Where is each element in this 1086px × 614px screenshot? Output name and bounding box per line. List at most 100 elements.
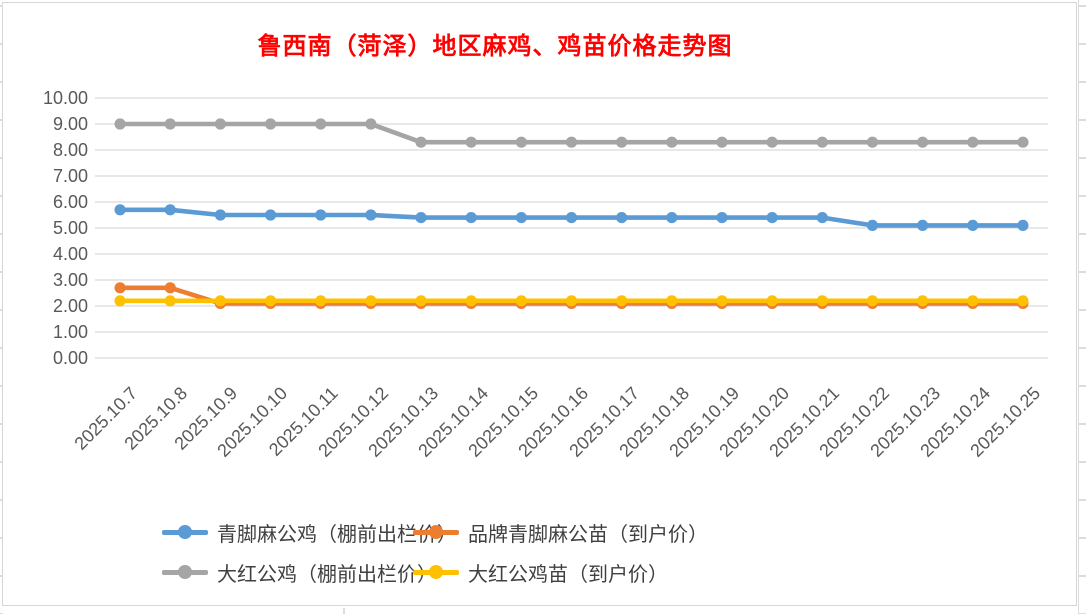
sheet-gridline bbox=[1079, 423, 1086, 425]
sheet-gridline bbox=[1079, 575, 1086, 577]
data-point-marker bbox=[866, 136, 879, 148]
legend-marker-icon bbox=[413, 525, 459, 540]
data-point-marker bbox=[967, 136, 979, 148]
data-point-marker bbox=[164, 118, 176, 130]
sheet-gridline bbox=[0, 81, 3, 83]
data-point-marker bbox=[565, 136, 578, 148]
data-point-marker bbox=[114, 295, 126, 307]
data-point-marker bbox=[465, 212, 477, 224]
data-point-marker bbox=[666, 295, 678, 307]
data-point-marker bbox=[816, 295, 828, 307]
sheet-gridline bbox=[0, 385, 3, 387]
sheet-gridline bbox=[0, 157, 3, 159]
data-point-marker bbox=[616, 136, 628, 148]
y-axis-tick-label: 5.00 bbox=[52, 218, 88, 238]
data-point-marker bbox=[565, 295, 578, 307]
data-point-marker bbox=[365, 118, 377, 130]
data-point-marker bbox=[866, 295, 879, 307]
data-point-marker bbox=[716, 136, 728, 148]
sheet-gridline bbox=[1079, 537, 1086, 539]
data-point-marker bbox=[565, 212, 578, 224]
legend-item-0: 青脚麻公鸡（棚前出栏价） bbox=[162, 519, 457, 546]
y-axis-tick-label: 2.00 bbox=[52, 296, 88, 316]
sheet-gridline bbox=[1079, 81, 1086, 83]
chart-title: 鲁西南（菏泽）地区麻鸡、鸡苗价格走势图 bbox=[257, 34, 733, 60]
data-point-marker bbox=[264, 209, 277, 221]
data-point-marker bbox=[766, 136, 778, 148]
legend-label: 大红公鸡苗（到户价） bbox=[468, 563, 668, 586]
data-point-marker bbox=[917, 219, 929, 231]
sheet-gridline bbox=[1079, 461, 1086, 463]
y-axis-tick-label: 6.00 bbox=[52, 192, 88, 212]
data-point-marker bbox=[967, 219, 979, 231]
sheet-gridline bbox=[1079, 271, 1086, 273]
data-point-marker bbox=[1017, 219, 1029, 231]
y-axis-tick-label: 3.00 bbox=[52, 270, 88, 290]
sheet-gridline bbox=[343, 608, 345, 614]
sheet-gridline bbox=[1079, 309, 1086, 311]
y-axis-tick-label: 4.00 bbox=[52, 244, 88, 264]
legend-label: 品牌青脚麻公苗（到户价） bbox=[468, 523, 708, 546]
data-point-marker bbox=[214, 118, 226, 130]
data-point-marker bbox=[515, 136, 527, 148]
y-axis-tick-label: 0.00 bbox=[52, 348, 88, 368]
data-point-marker bbox=[917, 295, 929, 307]
data-point-marker bbox=[365, 295, 377, 307]
sheet-gridline bbox=[1079, 385, 1086, 387]
legend-marker-icon bbox=[162, 565, 208, 580]
legend-label: 青脚麻公鸡（棚前出栏价） bbox=[217, 523, 457, 546]
data-point-marker bbox=[917, 136, 929, 148]
data-point-marker bbox=[666, 212, 678, 224]
data-point-marker bbox=[164, 282, 176, 294]
data-point-marker bbox=[616, 295, 628, 307]
data-point-marker bbox=[465, 136, 477, 148]
data-point-marker bbox=[866, 219, 879, 231]
sheet-gridline bbox=[0, 43, 3, 45]
data-point-marker bbox=[264, 295, 277, 307]
data-point-marker bbox=[766, 295, 778, 307]
sheet-gridline bbox=[0, 575, 3, 577]
y-axis-tick-label: 8.00 bbox=[52, 140, 88, 160]
data-point-marker bbox=[365, 209, 377, 221]
sheet-gridline bbox=[0, 233, 3, 235]
sheet-gridline bbox=[0, 423, 3, 425]
sheet-gridline bbox=[1079, 233, 1086, 235]
data-point-marker bbox=[967, 295, 979, 307]
data-point-marker bbox=[465, 295, 477, 307]
data-point-marker bbox=[114, 118, 126, 130]
data-point-marker bbox=[315, 209, 327, 221]
data-point-marker bbox=[214, 209, 226, 221]
sheet-gridline bbox=[1079, 157, 1086, 159]
data-point-marker bbox=[415, 212, 427, 224]
legend-label: 大红公鸡（棚前出栏价） bbox=[217, 563, 437, 586]
sheet-gridline bbox=[1079, 499, 1086, 501]
data-point-marker bbox=[616, 212, 628, 224]
data-point-marker bbox=[515, 212, 527, 224]
sheet-gridline bbox=[1077, 0, 1079, 614]
sheet-gridline bbox=[0, 5, 3, 7]
legend-item-3: 大红公鸡苗（到户价） bbox=[413, 559, 668, 586]
legend-marker-icon bbox=[162, 525, 208, 540]
y-axis-tick-label: 1.00 bbox=[52, 322, 88, 342]
data-point-marker bbox=[1017, 295, 1029, 307]
sheet-gridline bbox=[0, 309, 3, 311]
data-point-marker bbox=[114, 282, 126, 294]
data-point-marker bbox=[415, 295, 427, 307]
data-point-marker bbox=[415, 136, 427, 148]
legend-item-2: 大红公鸡（棚前出栏价） bbox=[162, 559, 437, 586]
data-point-marker bbox=[716, 212, 728, 224]
sheet-gridline bbox=[1079, 347, 1086, 349]
data-point-marker bbox=[114, 204, 126, 216]
data-point-marker bbox=[264, 118, 277, 130]
sheet-gridline bbox=[1079, 5, 1086, 7]
data-point-marker bbox=[315, 295, 327, 307]
data-point-marker bbox=[666, 136, 678, 148]
legend-item-1: 品牌青脚麻公苗（到户价） bbox=[413, 519, 708, 546]
sheet-gridline bbox=[0, 119, 3, 121]
data-point-marker bbox=[716, 295, 728, 307]
y-axis-tick-label: 9.00 bbox=[52, 114, 88, 134]
sheet-gridline bbox=[1079, 119, 1086, 121]
y-axis-tick-label: 10.00 bbox=[42, 88, 88, 108]
y-axis-tick-label: 7.00 bbox=[52, 166, 88, 186]
